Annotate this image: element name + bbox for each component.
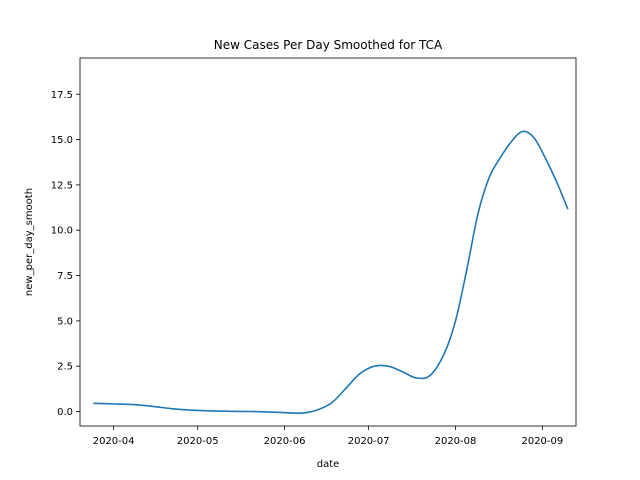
chart-title: New Cases Per Day Smoothed for TCA bbox=[214, 38, 443, 52]
x-tick-label: 2020-06 bbox=[264, 436, 306, 447]
x-tick-label: 2020-07 bbox=[348, 436, 390, 447]
x-tick-label: 2020-04 bbox=[93, 436, 135, 447]
y-tick-label: 5.0 bbox=[57, 316, 73, 327]
y-tick-label: 15.0 bbox=[51, 135, 73, 146]
x-tick-label: 2020-08 bbox=[435, 436, 477, 447]
series-line bbox=[93, 130, 569, 415]
series-layer bbox=[93, 130, 569, 415]
y-tick-label: 10.0 bbox=[51, 226, 73, 237]
x-axis-ticks: 2020-04 2020-05 2020-06 2020-07 2020-08 2020-… bbox=[93, 426, 563, 447]
y-axis-ticks: 0.0 2.5 5.0 7.5 10.0 12.5 15.0 17.5 bbox=[51, 90, 80, 418]
plot-frame bbox=[79, 57, 577, 427]
x-tick-label: 2020-05 bbox=[177, 436, 219, 447]
x-axis-title: date bbox=[317, 459, 340, 470]
x-tick-label: 2020-09 bbox=[521, 436, 563, 447]
y-tick-label: 0.0 bbox=[57, 407, 73, 418]
y-tick-label: 7.5 bbox=[57, 271, 73, 282]
y-tick-label: 17.5 bbox=[51, 90, 73, 101]
y-tick-label: 2.5 bbox=[57, 362, 73, 373]
y-axis-title: new_per_day_smooth bbox=[24, 188, 35, 296]
y-tick-label: 12.5 bbox=[51, 180, 73, 191]
